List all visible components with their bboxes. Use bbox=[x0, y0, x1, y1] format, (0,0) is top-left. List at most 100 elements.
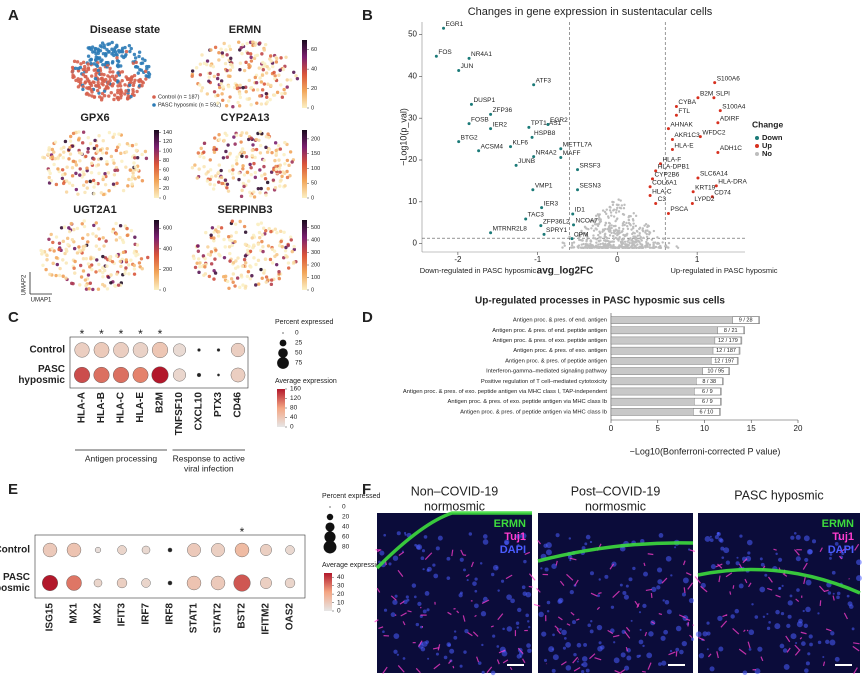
gene-point bbox=[691, 190, 695, 194]
cell-point bbox=[263, 62, 267, 66]
cell-point bbox=[124, 49, 129, 54]
neuron-fiber bbox=[399, 600, 405, 605]
background-point bbox=[610, 224, 613, 227]
cell-point bbox=[85, 186, 89, 190]
gene-point bbox=[576, 168, 580, 172]
cell-point bbox=[227, 286, 231, 290]
x-tick-label: 5 bbox=[656, 424, 661, 433]
cell-point bbox=[192, 256, 196, 261]
background-point bbox=[627, 214, 631, 218]
cell-point bbox=[108, 78, 112, 83]
nucleus bbox=[730, 614, 735, 619]
cell-point bbox=[88, 281, 93, 285]
cell-point bbox=[221, 156, 226, 160]
nucleus bbox=[464, 629, 469, 634]
background-point bbox=[598, 213, 601, 216]
nucleus bbox=[803, 535, 810, 542]
nucleus bbox=[426, 608, 430, 612]
cell-point bbox=[115, 56, 119, 60]
cell-point bbox=[217, 137, 222, 142]
cell-point bbox=[228, 259, 232, 263]
cell-point bbox=[278, 170, 282, 174]
cell-point bbox=[92, 95, 97, 99]
cell-point bbox=[93, 46, 98, 51]
cell-point bbox=[213, 136, 217, 140]
nucleus bbox=[764, 573, 768, 577]
neuron-fiber bbox=[390, 595, 397, 601]
cell-point bbox=[103, 268, 107, 273]
neuron-fiber bbox=[718, 575, 721, 583]
cell-point bbox=[209, 250, 214, 254]
background-point bbox=[617, 198, 620, 201]
background-point bbox=[595, 241, 598, 244]
cell-point bbox=[68, 152, 73, 156]
neuron-fiber bbox=[556, 629, 562, 635]
cell-point bbox=[253, 170, 258, 175]
cell-point bbox=[91, 178, 96, 183]
background-point bbox=[667, 241, 671, 245]
colorbar-tick-label: 80 bbox=[290, 405, 298, 412]
gene-point bbox=[527, 125, 531, 129]
background-point bbox=[632, 235, 635, 238]
cell-point bbox=[91, 256, 96, 260]
nucleus bbox=[670, 574, 673, 577]
plot-title: CYP2A13 bbox=[221, 112, 270, 124]
cell-point bbox=[111, 50, 116, 54]
cell-point bbox=[82, 172, 86, 177]
cell-point bbox=[77, 248, 82, 253]
cell-point bbox=[115, 43, 119, 48]
nucleus bbox=[795, 641, 798, 645]
nucleus bbox=[720, 546, 725, 551]
background-point bbox=[616, 203, 620, 207]
cell-point bbox=[212, 239, 216, 243]
cell-point bbox=[96, 68, 101, 73]
cell-point bbox=[265, 180, 270, 185]
cell-point bbox=[128, 49, 132, 54]
cell-point bbox=[81, 236, 85, 240]
nucleus bbox=[681, 592, 686, 597]
cell-point bbox=[86, 54, 91, 58]
dot bbox=[211, 543, 225, 557]
cell-point bbox=[266, 132, 270, 136]
gene-point bbox=[666, 127, 670, 131]
background-point bbox=[636, 234, 639, 237]
cell-point bbox=[90, 267, 94, 272]
cell-point bbox=[61, 239, 66, 244]
cell-point bbox=[212, 145, 216, 150]
cell-point bbox=[285, 85, 289, 89]
neuron-fiber bbox=[794, 549, 800, 556]
cell-point bbox=[225, 279, 230, 284]
nucleus bbox=[402, 657, 406, 660]
cell-point bbox=[251, 246, 255, 250]
colorbar-tick-label: 0 bbox=[311, 105, 314, 111]
cell-point bbox=[198, 83, 202, 87]
cell-point bbox=[247, 96, 252, 101]
nucleus bbox=[709, 535, 712, 538]
cell-point bbox=[269, 59, 273, 63]
cell-point bbox=[115, 53, 119, 57]
cell-point bbox=[239, 273, 244, 277]
neuron-fiber bbox=[689, 634, 693, 638]
cell-point bbox=[68, 134, 73, 139]
cell-point bbox=[82, 64, 87, 69]
cell-point bbox=[132, 272, 137, 276]
cell-point bbox=[200, 86, 205, 90]
neuron-fiber bbox=[470, 561, 474, 568]
neuron-fiber bbox=[785, 635, 791, 643]
size-legend-dot bbox=[278, 348, 288, 358]
background-point bbox=[586, 243, 589, 246]
cell-point bbox=[87, 287, 91, 291]
cell-point bbox=[231, 280, 235, 284]
cell-point bbox=[84, 180, 89, 184]
cell-point bbox=[259, 267, 263, 272]
background-point bbox=[645, 240, 648, 244]
cell-point bbox=[133, 56, 138, 60]
cell-point bbox=[198, 154, 202, 159]
nucleus bbox=[780, 611, 785, 616]
cell-point bbox=[57, 247, 61, 252]
nucleus bbox=[414, 543, 418, 547]
cell-point bbox=[42, 156, 47, 160]
nucleus bbox=[527, 620, 530, 623]
cell-point bbox=[278, 147, 283, 151]
nucleus bbox=[856, 559, 862, 566]
